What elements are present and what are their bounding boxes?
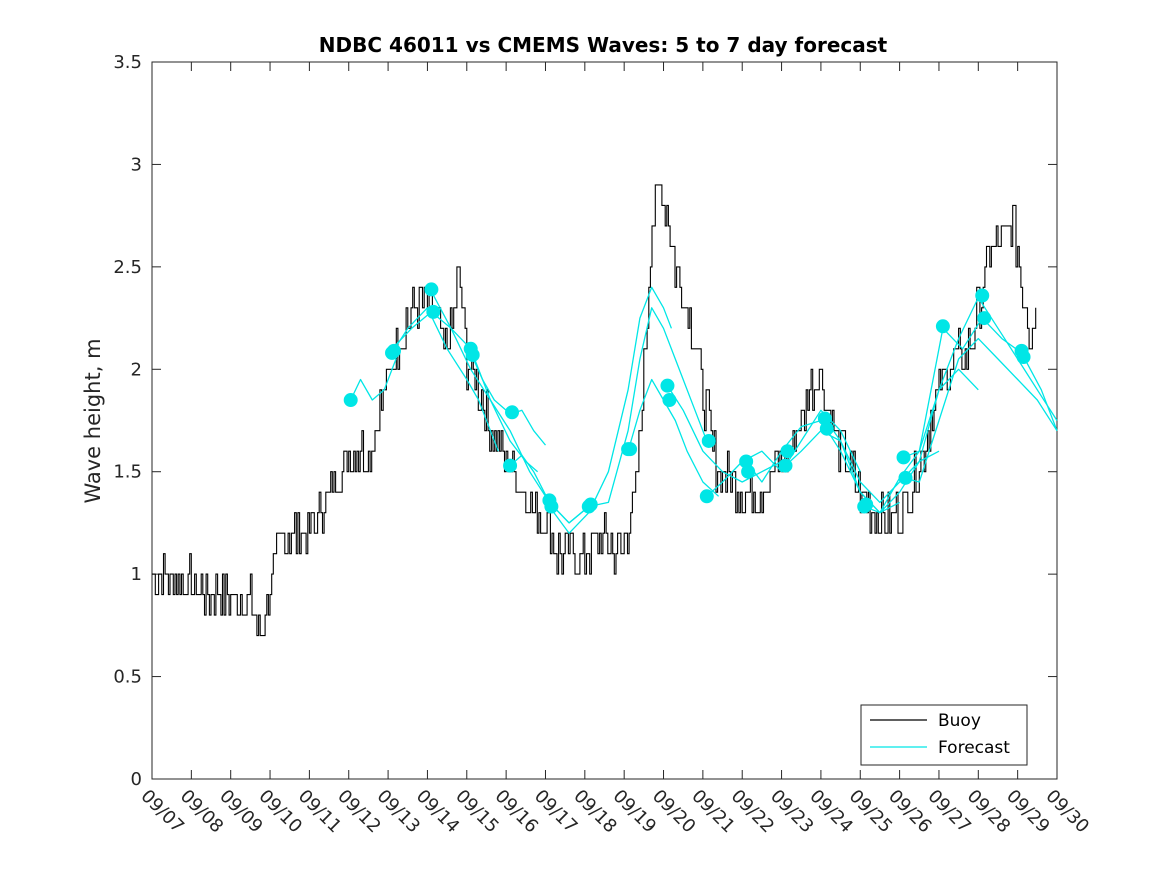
forecast-marker	[583, 497, 598, 512]
forecast-line	[863, 296, 1058, 514]
forecast-marker	[699, 489, 714, 504]
x-tick-label: 09/10	[255, 786, 307, 838]
forecast-line	[391, 307, 499, 452]
x-tick-label: 09/17	[530, 786, 582, 838]
forecast-series-layer	[350, 286, 1058, 534]
plot-frame	[151, 61, 1058, 780]
forecast-line	[350, 358, 397, 401]
x-tick-label: 09/20	[648, 786, 700, 838]
forecast-line	[666, 385, 782, 483]
forecast-line	[706, 409, 861, 497]
forecast-line	[824, 368, 979, 514]
legend-buoy-label: Buoy	[938, 711, 981, 731]
y-axis-label: Wave height, m	[81, 338, 105, 503]
y-tick-labels: 0 0.5 1 1.5 2 2.5 3 3.5	[113, 52, 142, 790]
x-tick-label: 09/28	[963, 786, 1015, 838]
forecast-line	[588, 307, 708, 508]
y-tick-label: 1	[131, 564, 142, 585]
x-tick-label: 09/09	[215, 786, 267, 838]
forecast-marker	[819, 421, 834, 436]
forecast-marker	[741, 464, 756, 479]
x-tick-label: 09/16	[491, 786, 543, 838]
y-tick-label: 0.5	[113, 667, 142, 688]
chart-title: NDBC 46011 vs CMEMS Waves: 5 to 7 day fo…	[319, 33, 888, 57]
x-tick-label: 09/21	[687, 786, 739, 838]
x-tick-labels: 09/0709/0809/0909/1009/1109/1209/1309/14…	[136, 786, 1093, 838]
forecast-marker	[1016, 349, 1031, 364]
forecast-marker	[544, 499, 559, 514]
forecast-marker	[465, 347, 480, 362]
forecast-markers-layer	[343, 282, 1031, 514]
forecast-marker	[896, 450, 911, 465]
x-tick-label: 09/24	[805, 786, 857, 838]
forecast-line	[785, 430, 940, 504]
x-tick-label: 09/18	[569, 786, 621, 838]
x-tick-label: 09/19	[609, 786, 661, 838]
forecast-line	[903, 337, 1058, 483]
forecast-marker	[977, 311, 992, 326]
forecast-marker	[343, 393, 358, 408]
x-tick-label: 09/15	[451, 786, 503, 838]
forecast-marker	[778, 458, 793, 473]
y-tick-label: 3.5	[113, 52, 142, 73]
forecast-line	[391, 311, 539, 473]
forecast-marker	[898, 470, 913, 485]
y-tick-label: 3	[131, 154, 142, 175]
y-tick-label: 1.5	[113, 462, 142, 483]
x-tick-label: 09/14	[412, 786, 464, 838]
x-tick-label: 09/08	[176, 786, 228, 838]
forecast-marker	[386, 343, 401, 358]
forecast-marker	[780, 444, 795, 459]
forecast-line	[548, 286, 673, 534]
forecast-marker	[426, 304, 441, 319]
x-tick-label: 09/25	[845, 786, 897, 838]
forecast-marker	[505, 405, 520, 420]
forecast-marker	[503, 458, 518, 473]
x-tick-label: 09/29	[1002, 786, 1054, 838]
forecast-marker	[935, 319, 950, 334]
forecast-marker	[701, 433, 716, 448]
axis-ticks	[151, 61, 1058, 780]
x-tick-label: 09/11	[294, 786, 346, 838]
forecast-marker	[975, 288, 990, 303]
plot-area	[151, 61, 1058, 780]
forecast-marker	[660, 378, 675, 393]
x-tick-label: 09/12	[333, 786, 385, 838]
forecast-line	[509, 454, 590, 524]
buoy-series-layer	[152, 184, 1037, 637]
forecast-marker	[424, 282, 439, 297]
x-tick-label: 09/23	[766, 786, 818, 838]
forecast-marker	[623, 442, 638, 457]
y-tick-label: 0	[131, 769, 142, 790]
x-tick-label: 09/30	[1041, 786, 1093, 838]
legend: Buoy Forecast	[860, 704, 1028, 766]
legend-box	[860, 704, 1028, 766]
x-tick-label: 09/13	[373, 786, 425, 838]
forecast-marker	[859, 497, 874, 512]
y-tick-label: 2.5	[113, 257, 142, 278]
y-tick-label: 2	[131, 359, 142, 380]
legend-forecast-label: Forecast	[938, 738, 1010, 758]
buoy-line	[152, 184, 1037, 637]
x-tick-label: 09/27	[923, 786, 975, 838]
forecast-marker	[662, 393, 677, 408]
x-tick-label: 09/07	[136, 786, 188, 838]
x-tick-label: 09/22	[727, 786, 779, 838]
forecast-line	[627, 378, 720, 497]
x-tick-label: 09/26	[884, 786, 936, 838]
